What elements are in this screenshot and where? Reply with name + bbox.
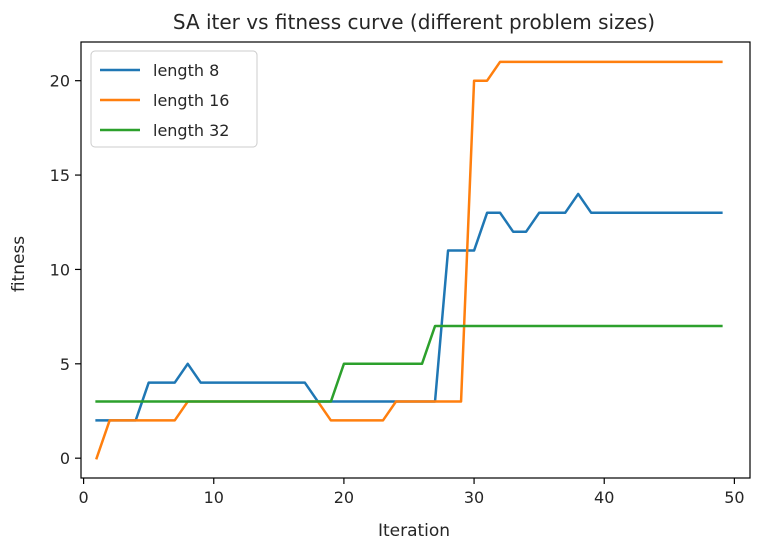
series-lines bbox=[95, 60, 723, 460]
legend-label: length 8 bbox=[153, 61, 219, 80]
legend: length 8 length 16 length 32 bbox=[90, 50, 258, 148]
y-tick-label: 15 bbox=[50, 166, 70, 185]
y-axis-label: fitness bbox=[9, 236, 29, 292]
y-tick-label: 0 bbox=[60, 449, 70, 468]
x-tick-label: 20 bbox=[334, 488, 354, 507]
series-line-length-32 bbox=[95, 324, 723, 403]
x-axis-label: Iteration bbox=[378, 521, 450, 541]
y-tick-label: 5 bbox=[60, 355, 70, 374]
x-tick-label: 0 bbox=[79, 488, 89, 507]
x-tick-label: 10 bbox=[204, 488, 224, 507]
y-tick-label: 10 bbox=[50, 260, 70, 279]
legend-box bbox=[90, 50, 258, 148]
x-tick-label: 40 bbox=[594, 488, 614, 507]
axes: 0 10 20 30 40 50 0 5 10 15 20 bbox=[50, 41, 751, 507]
legend-label: length 32 bbox=[153, 121, 229, 140]
y-tick-label: 20 bbox=[50, 72, 70, 91]
plot-frame bbox=[80, 41, 751, 479]
x-tick-label: 30 bbox=[464, 488, 484, 507]
chart-title: SA iter vs fitness curve (different prob… bbox=[173, 10, 655, 34]
legend-label: length 16 bbox=[153, 91, 229, 110]
x-tick-label: 50 bbox=[724, 488, 744, 507]
